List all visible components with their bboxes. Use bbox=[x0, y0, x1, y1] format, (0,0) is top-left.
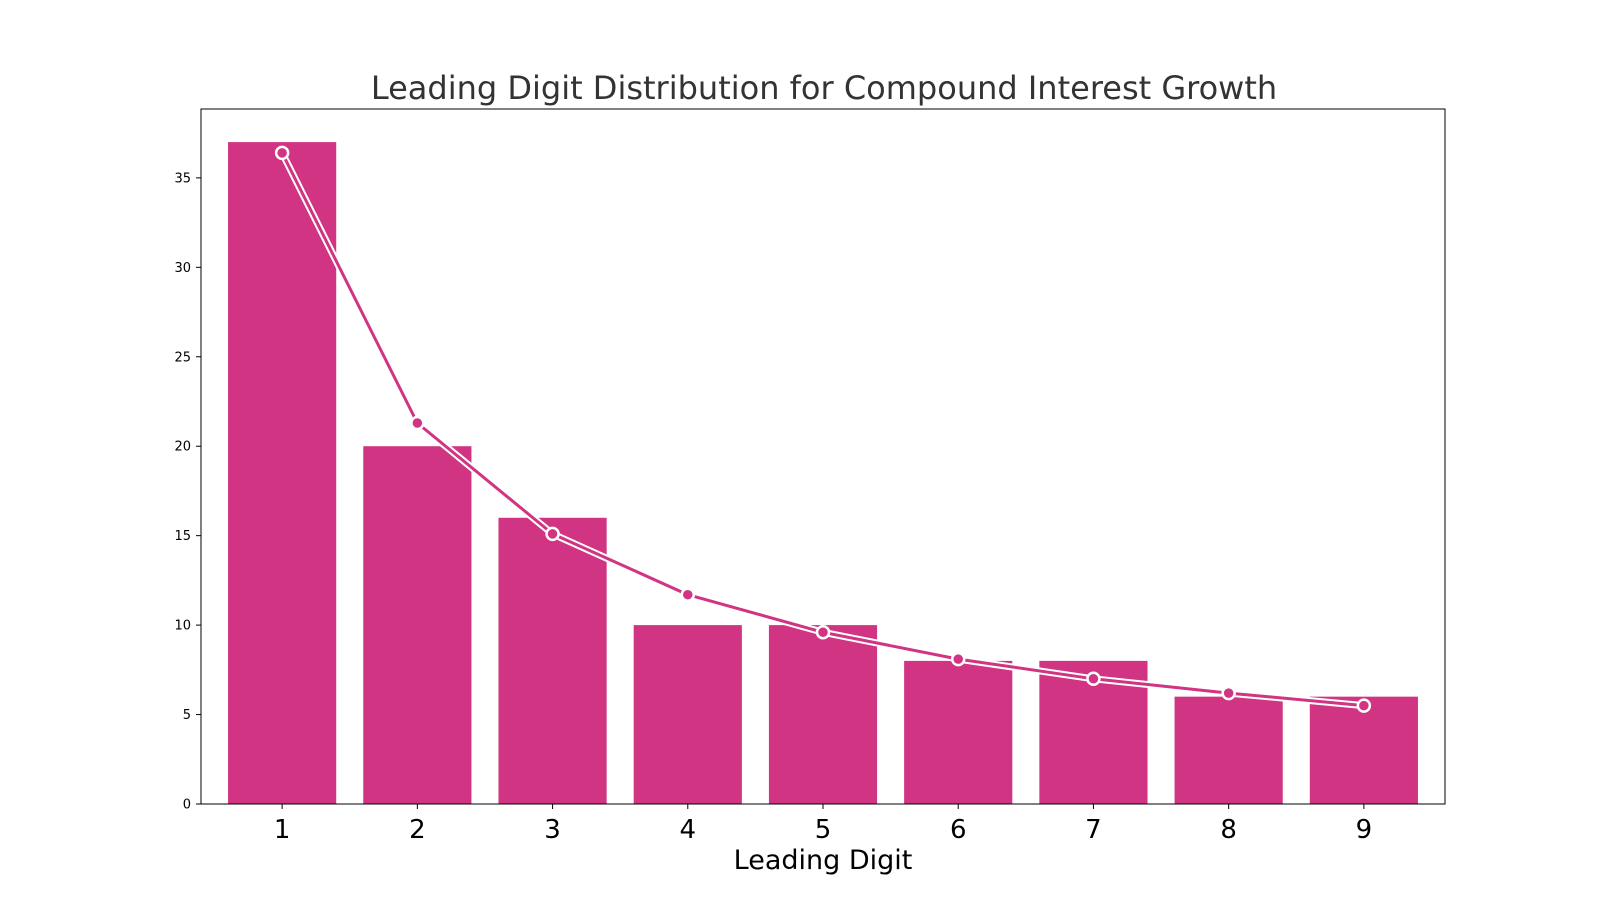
expected-point-digit-5 bbox=[815, 625, 831, 640]
expected-point-digit-7 bbox=[1086, 671, 1101, 687]
bar-digit-1 bbox=[228, 142, 337, 805]
x-tick-label: 3 bbox=[544, 815, 561, 845]
expected-point-digit-8 bbox=[1221, 685, 1236, 701]
expected-point-digit-3 bbox=[545, 526, 560, 542]
y-tick-label: 25 bbox=[174, 350, 191, 365]
line-layer bbox=[274, 145, 1372, 713]
bar-digit-9 bbox=[1309, 696, 1418, 804]
x-tick-label: 4 bbox=[680, 815, 697, 845]
bar-digit-8 bbox=[1174, 696, 1283, 804]
x-tick-label: 1 bbox=[274, 815, 291, 845]
y-tick-label: 35 bbox=[174, 171, 191, 186]
x-axis: 1 2 3 4 5 6 7 8 9 bbox=[274, 804, 1372, 845]
y-tick-label: 15 bbox=[174, 529, 191, 544]
y-tick-label: 5 bbox=[183, 708, 191, 723]
x-tick-label: 8 bbox=[1220, 815, 1237, 845]
x-axis-label: Leading Digit bbox=[734, 845, 913, 876]
y-tick-label: 20 bbox=[174, 440, 191, 455]
x-tick-label: 9 bbox=[1356, 815, 1373, 845]
expected-point-digit-9 bbox=[1356, 698, 1372, 713]
y-axis: 0 5 10 15 20 25 30 35 bbox=[174, 171, 201, 813]
bar-digit-4 bbox=[633, 625, 742, 804]
chart-title: Leading Digit Distribution for Compound … bbox=[371, 69, 1277, 107]
x-tick-label: 2 bbox=[409, 815, 426, 845]
bars-layer bbox=[228, 142, 1418, 805]
x-tick-label: 5 bbox=[815, 815, 832, 845]
expected-point-digit-1 bbox=[274, 145, 290, 161]
expected-point-digit-6 bbox=[950, 651, 966, 667]
x-tick-label: 7 bbox=[1085, 815, 1102, 845]
bar-digit-6 bbox=[904, 660, 1013, 804]
y-tick-label: 10 bbox=[174, 619, 191, 634]
expected-point-digit-2 bbox=[410, 415, 425, 431]
expected-point-digit-4 bbox=[680, 587, 696, 602]
bar-digit-5 bbox=[768, 625, 878, 804]
bar-digit-2 bbox=[363, 446, 472, 804]
plot-frame bbox=[200, 108, 1446, 805]
y-tick-label: 30 bbox=[174, 261, 191, 276]
x-tick-label: 6 bbox=[950, 815, 967, 845]
y-tick-label: 0 bbox=[183, 798, 191, 813]
bar-digit-3 bbox=[498, 517, 607, 804]
